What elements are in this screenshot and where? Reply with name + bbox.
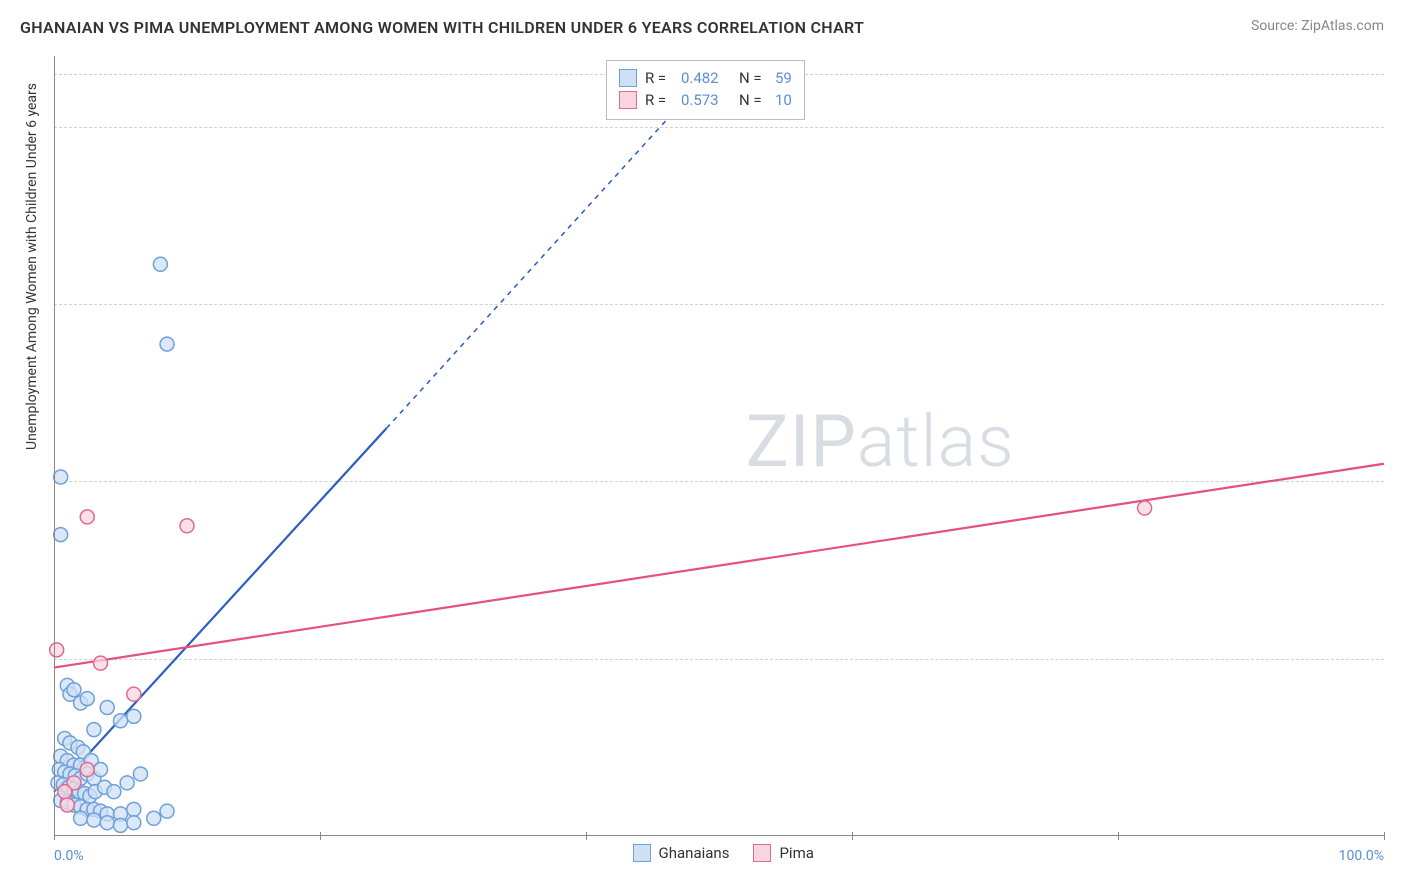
data-point: [133, 767, 147, 781]
x-tick-label: 100.0%: [1339, 848, 1384, 864]
data-point: [80, 763, 94, 777]
series-swatch: [619, 69, 637, 87]
data-point: [94, 656, 108, 670]
chart-title: GHANAIAN VS PIMA UNEMPLOYMENT AMONG WOME…: [20, 18, 864, 37]
data-point: [114, 818, 128, 832]
chart-container: GHANAIAN VS PIMA UNEMPLOYMENT AMONG WOME…: [0, 0, 1406, 892]
trend-line-extension: [387, 91, 693, 428]
data-point: [100, 816, 114, 830]
stats-row: R = 0.482 N = 59: [619, 67, 792, 89]
legend-item: Pima: [753, 844, 813, 862]
r-value: 0.482: [681, 69, 731, 87]
x-tick: [54, 832, 55, 840]
y-tick-label: 20.0%: [1389, 651, 1406, 667]
r-label: R =: [645, 69, 673, 87]
series-swatch: [619, 91, 637, 109]
x-tick: [1384, 832, 1385, 840]
y-axis-line: [54, 56, 55, 836]
x-tick: [852, 832, 853, 840]
data-point: [160, 337, 174, 351]
y-tick-label: 60.0%: [1389, 296, 1406, 312]
legend-item: Ghanaians: [633, 844, 730, 862]
data-point: [60, 798, 74, 812]
scatter-plot-svg: [54, 56, 1384, 836]
legend-label: Ghanaians: [659, 844, 730, 862]
data-point: [127, 709, 141, 723]
plot-area: ZIPatlas R =0.482N =59R =0.573N =10 Ghan…: [54, 56, 1384, 836]
data-point: [160, 804, 174, 818]
y-axis-label: Unemployment Among Women with Children U…: [24, 83, 40, 450]
data-point: [54, 528, 68, 542]
y-tick-label: 80.0%: [1389, 119, 1406, 135]
data-point: [100, 700, 114, 714]
data-point: [147, 811, 161, 825]
data-point: [87, 723, 101, 737]
series-swatch: [753, 844, 771, 862]
data-point: [80, 692, 94, 706]
data-point: [180, 519, 194, 533]
legend-label: Pima: [779, 844, 813, 862]
r-value: 0.573: [681, 91, 731, 109]
stats-row: R = 0.573 N = 10: [619, 89, 792, 111]
source-attribution: Source: ZipAtlas.com: [1251, 18, 1384, 34]
data-point: [120, 776, 134, 790]
series-swatch: [633, 844, 651, 862]
data-point: [54, 470, 68, 484]
x-tick: [320, 832, 321, 840]
data-point: [127, 816, 141, 830]
data-point: [58, 785, 72, 799]
trend-line: [54, 464, 1384, 668]
data-point: [1138, 501, 1152, 515]
r-label: R =: [645, 91, 673, 109]
n-value: 10: [775, 91, 792, 109]
x-tick: [1118, 832, 1119, 840]
trend-line: [54, 428, 387, 791]
data-point: [50, 643, 64, 657]
series-legend: Ghanaians Pima: [633, 844, 814, 862]
data-point: [114, 714, 128, 728]
n-label: N =: [739, 91, 767, 109]
y-tick-label: 40.0%: [1389, 473, 1406, 489]
data-point: [127, 687, 141, 701]
x-tick: [586, 832, 587, 840]
data-point: [74, 811, 88, 825]
x-axis-line: [54, 835, 1384, 836]
data-point: [67, 683, 81, 697]
data-point: [87, 813, 101, 827]
n-value: 59: [775, 69, 792, 87]
correlation-stats-legend: R = 0.482 N = 59 R = 0.573 N = 10: [606, 60, 805, 120]
x-tick-label: 0.0%: [54, 848, 84, 864]
data-point: [80, 510, 94, 524]
data-point: [107, 785, 121, 799]
n-label: N =: [739, 69, 767, 87]
data-point: [153, 257, 167, 271]
data-point: [94, 763, 108, 777]
data-point: [127, 802, 141, 816]
